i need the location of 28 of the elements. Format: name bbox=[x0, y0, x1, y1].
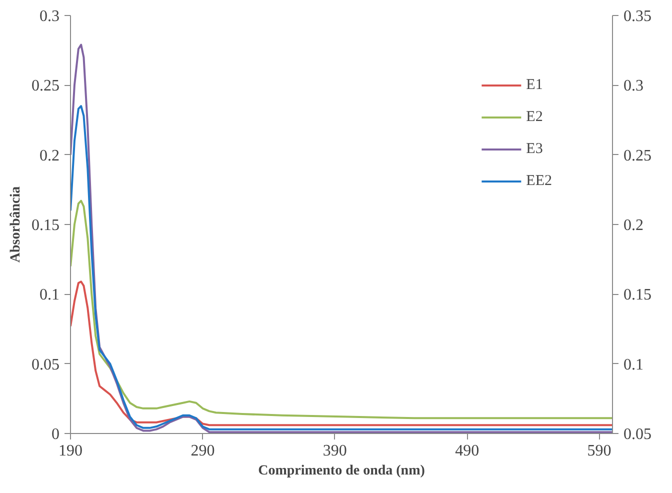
y-tick-label: 0.2 bbox=[40, 147, 60, 164]
x-tick-label: 290 bbox=[190, 442, 215, 460]
x-axis-title: Comprimento de onda (nm) bbox=[258, 464, 426, 478]
x-tick-label: 490 bbox=[455, 442, 480, 460]
y-tick-label: 0.05 bbox=[32, 356, 60, 374]
y-axis-title: Absorbância bbox=[8, 186, 24, 263]
x-tick-label: 190 bbox=[58, 442, 82, 460]
legend-label: E1 bbox=[526, 76, 544, 94]
line-series bbox=[70, 280, 612, 426]
x-tick-label: 390 bbox=[322, 442, 347, 460]
y2-tick-label: 0.25 bbox=[624, 147, 652, 164]
line-series bbox=[70, 200, 612, 420]
y2-tick-label: 0.15 bbox=[624, 286, 652, 304]
line-series bbox=[70, 105, 612, 430]
y-tick-label: 0.3 bbox=[40, 8, 60, 25]
y2-tick-label: 0.35 bbox=[624, 8, 652, 25]
y2-tick-label: 0.3 bbox=[624, 78, 644, 95]
legend-label: E2 bbox=[526, 108, 544, 126]
y2-tick-label: 0.1 bbox=[624, 356, 644, 374]
x-tick-label: 590 bbox=[587, 442, 612, 460]
y2-tick-label: 0.2 bbox=[624, 217, 644, 234]
legend-label: E3 bbox=[526, 140, 544, 158]
y2-tick-label: 0.05 bbox=[624, 426, 652, 443]
y-tick-label: 0.1 bbox=[40, 286, 60, 304]
y-tick-label: 0 bbox=[52, 426, 60, 443]
legend-label: EE2 bbox=[526, 172, 552, 190]
y-tick-label: 0.25 bbox=[32, 78, 60, 95]
y-tick-label: 0.15 bbox=[32, 217, 60, 234]
